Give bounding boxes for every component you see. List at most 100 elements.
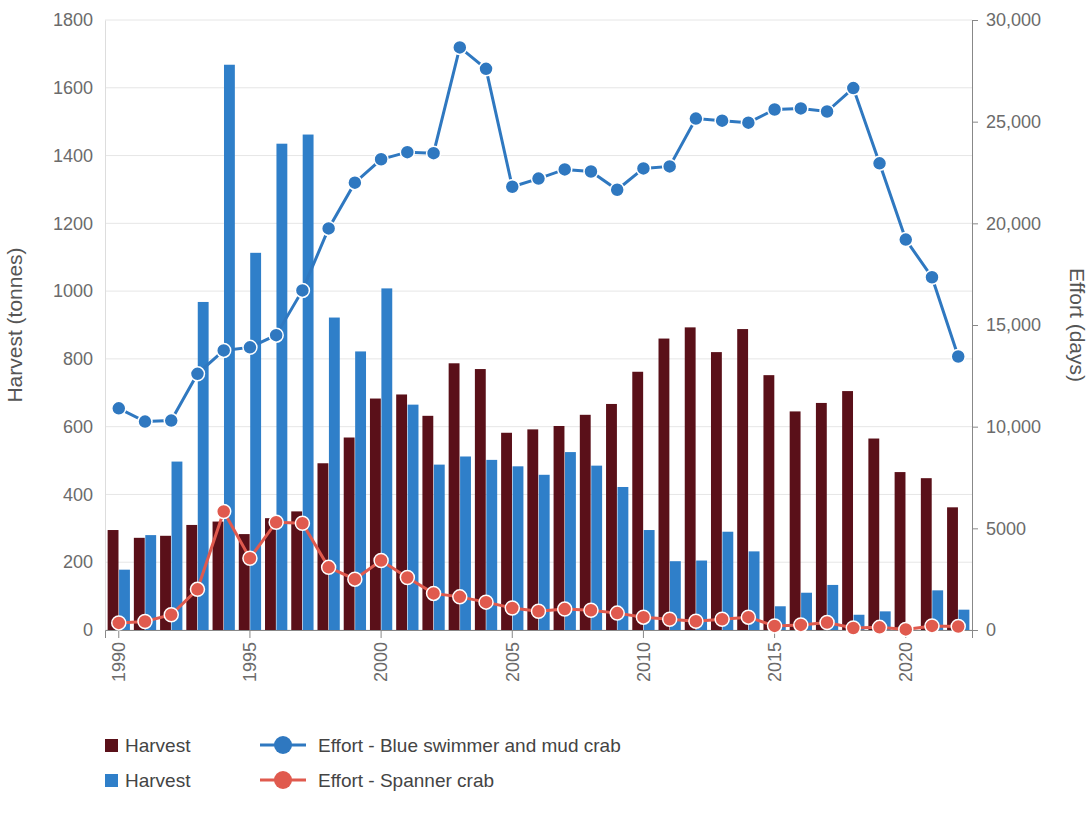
tick-mark — [972, 122, 978, 123]
axis-line — [105, 21, 106, 631]
tick-mark — [512, 630, 513, 638]
y-axis-title: Harvest (tonnes) — [3, 247, 26, 402]
bar — [303, 135, 314, 630]
grid-line — [105, 155, 972, 156]
tick-label: 400 — [63, 485, 93, 505]
tick-mark — [972, 20, 978, 21]
tick: 400 — [63, 485, 105, 505]
marker — [532, 172, 546, 186]
marker — [741, 116, 755, 130]
marker — [584, 164, 598, 178]
chart: 0200400600800100012001400160018000500010… — [0, 0, 1090, 813]
tick-mark — [643, 630, 644, 638]
marker — [663, 159, 677, 173]
tick-mark — [972, 427, 978, 428]
marker — [663, 612, 677, 626]
bar — [186, 525, 197, 630]
bar — [355, 351, 366, 630]
marker — [243, 340, 257, 354]
tick: 1600 — [53, 78, 105, 98]
marker — [374, 553, 388, 567]
marker — [689, 112, 703, 126]
tick-label: 800 — [63, 349, 93, 369]
grid-line — [105, 223, 972, 224]
y-axis: 020040060080010001200140016001800 — [53, 10, 106, 640]
marker — [768, 102, 782, 116]
tick-label: 1000 — [53, 281, 93, 301]
grid-line — [105, 358, 972, 359]
tick: 25,000 — [972, 112, 1041, 132]
marker — [453, 590, 467, 604]
bar-series — [108, 327, 958, 630]
legend-key — [105, 774, 118, 787]
tick: 2020 — [896, 630, 916, 682]
marker — [322, 560, 336, 574]
marker — [190, 367, 204, 381]
tick-label: 0 — [83, 620, 93, 640]
tick-label: 200 — [63, 552, 93, 572]
grid-line — [105, 494, 972, 495]
tick-label: 25,000 — [986, 112, 1041, 132]
marker — [164, 608, 178, 622]
legend-item: Harvest — [105, 770, 191, 791]
tick-label: 2015 — [765, 642, 785, 682]
marker — [112, 616, 126, 630]
marker — [558, 602, 572, 616]
bar — [580, 415, 591, 630]
x-axis: 1990199520002005201020152020 — [106, 630, 973, 682]
grid-line — [105, 426, 972, 427]
marker — [715, 612, 729, 626]
marker — [164, 414, 178, 428]
marker — [322, 221, 336, 235]
bar — [790, 411, 801, 630]
tick: 600 — [63, 417, 105, 437]
bar — [381, 288, 392, 630]
tick-mark — [118, 630, 119, 638]
marker — [794, 101, 808, 115]
legend: HarvestHarvestEffort - Blue swimmer and … — [105, 735, 621, 791]
bar — [868, 439, 879, 630]
bar — [396, 394, 407, 630]
marks — [108, 40, 970, 636]
tick: 800 — [63, 349, 105, 369]
tick-label: 5000 — [986, 519, 1026, 539]
tick: 2000 — [371, 630, 391, 682]
legend-key — [274, 771, 292, 789]
marker — [951, 350, 965, 364]
bar — [737, 329, 748, 630]
tick: 1200 — [53, 214, 105, 234]
legend-key — [105, 739, 118, 752]
tick-mark — [249, 630, 250, 638]
marker — [453, 40, 467, 54]
tick: 2015 — [765, 630, 785, 682]
marker — [610, 606, 624, 620]
marker — [479, 595, 493, 609]
marker — [295, 516, 309, 530]
marker — [479, 62, 493, 76]
bar — [711, 352, 722, 630]
tick-label: 15,000 — [986, 315, 1041, 335]
marker — [348, 572, 362, 586]
marker — [558, 162, 572, 176]
y2-axis-title: Effort (days) — [1066, 268, 1089, 382]
tick-label: 1600 — [53, 78, 93, 98]
tick: 10,000 — [972, 417, 1041, 437]
tick-label: 1990 — [109, 642, 129, 682]
axis-line — [973, 21, 979, 631]
marker — [925, 270, 939, 284]
bar — [763, 375, 774, 630]
bar — [606, 404, 617, 630]
tick-label: 10,000 — [986, 417, 1041, 437]
marker — [505, 180, 519, 194]
tick: 0 — [83, 620, 105, 640]
bar — [527, 429, 538, 630]
bar — [895, 472, 906, 630]
marker — [768, 619, 782, 633]
line — [119, 47, 958, 421]
tick-mark — [972, 325, 978, 326]
marker — [846, 621, 860, 635]
bar — [685, 327, 696, 630]
tick-label: 2020 — [896, 642, 916, 682]
tick-label: 2000 — [371, 642, 391, 682]
grid-line — [105, 20, 972, 21]
